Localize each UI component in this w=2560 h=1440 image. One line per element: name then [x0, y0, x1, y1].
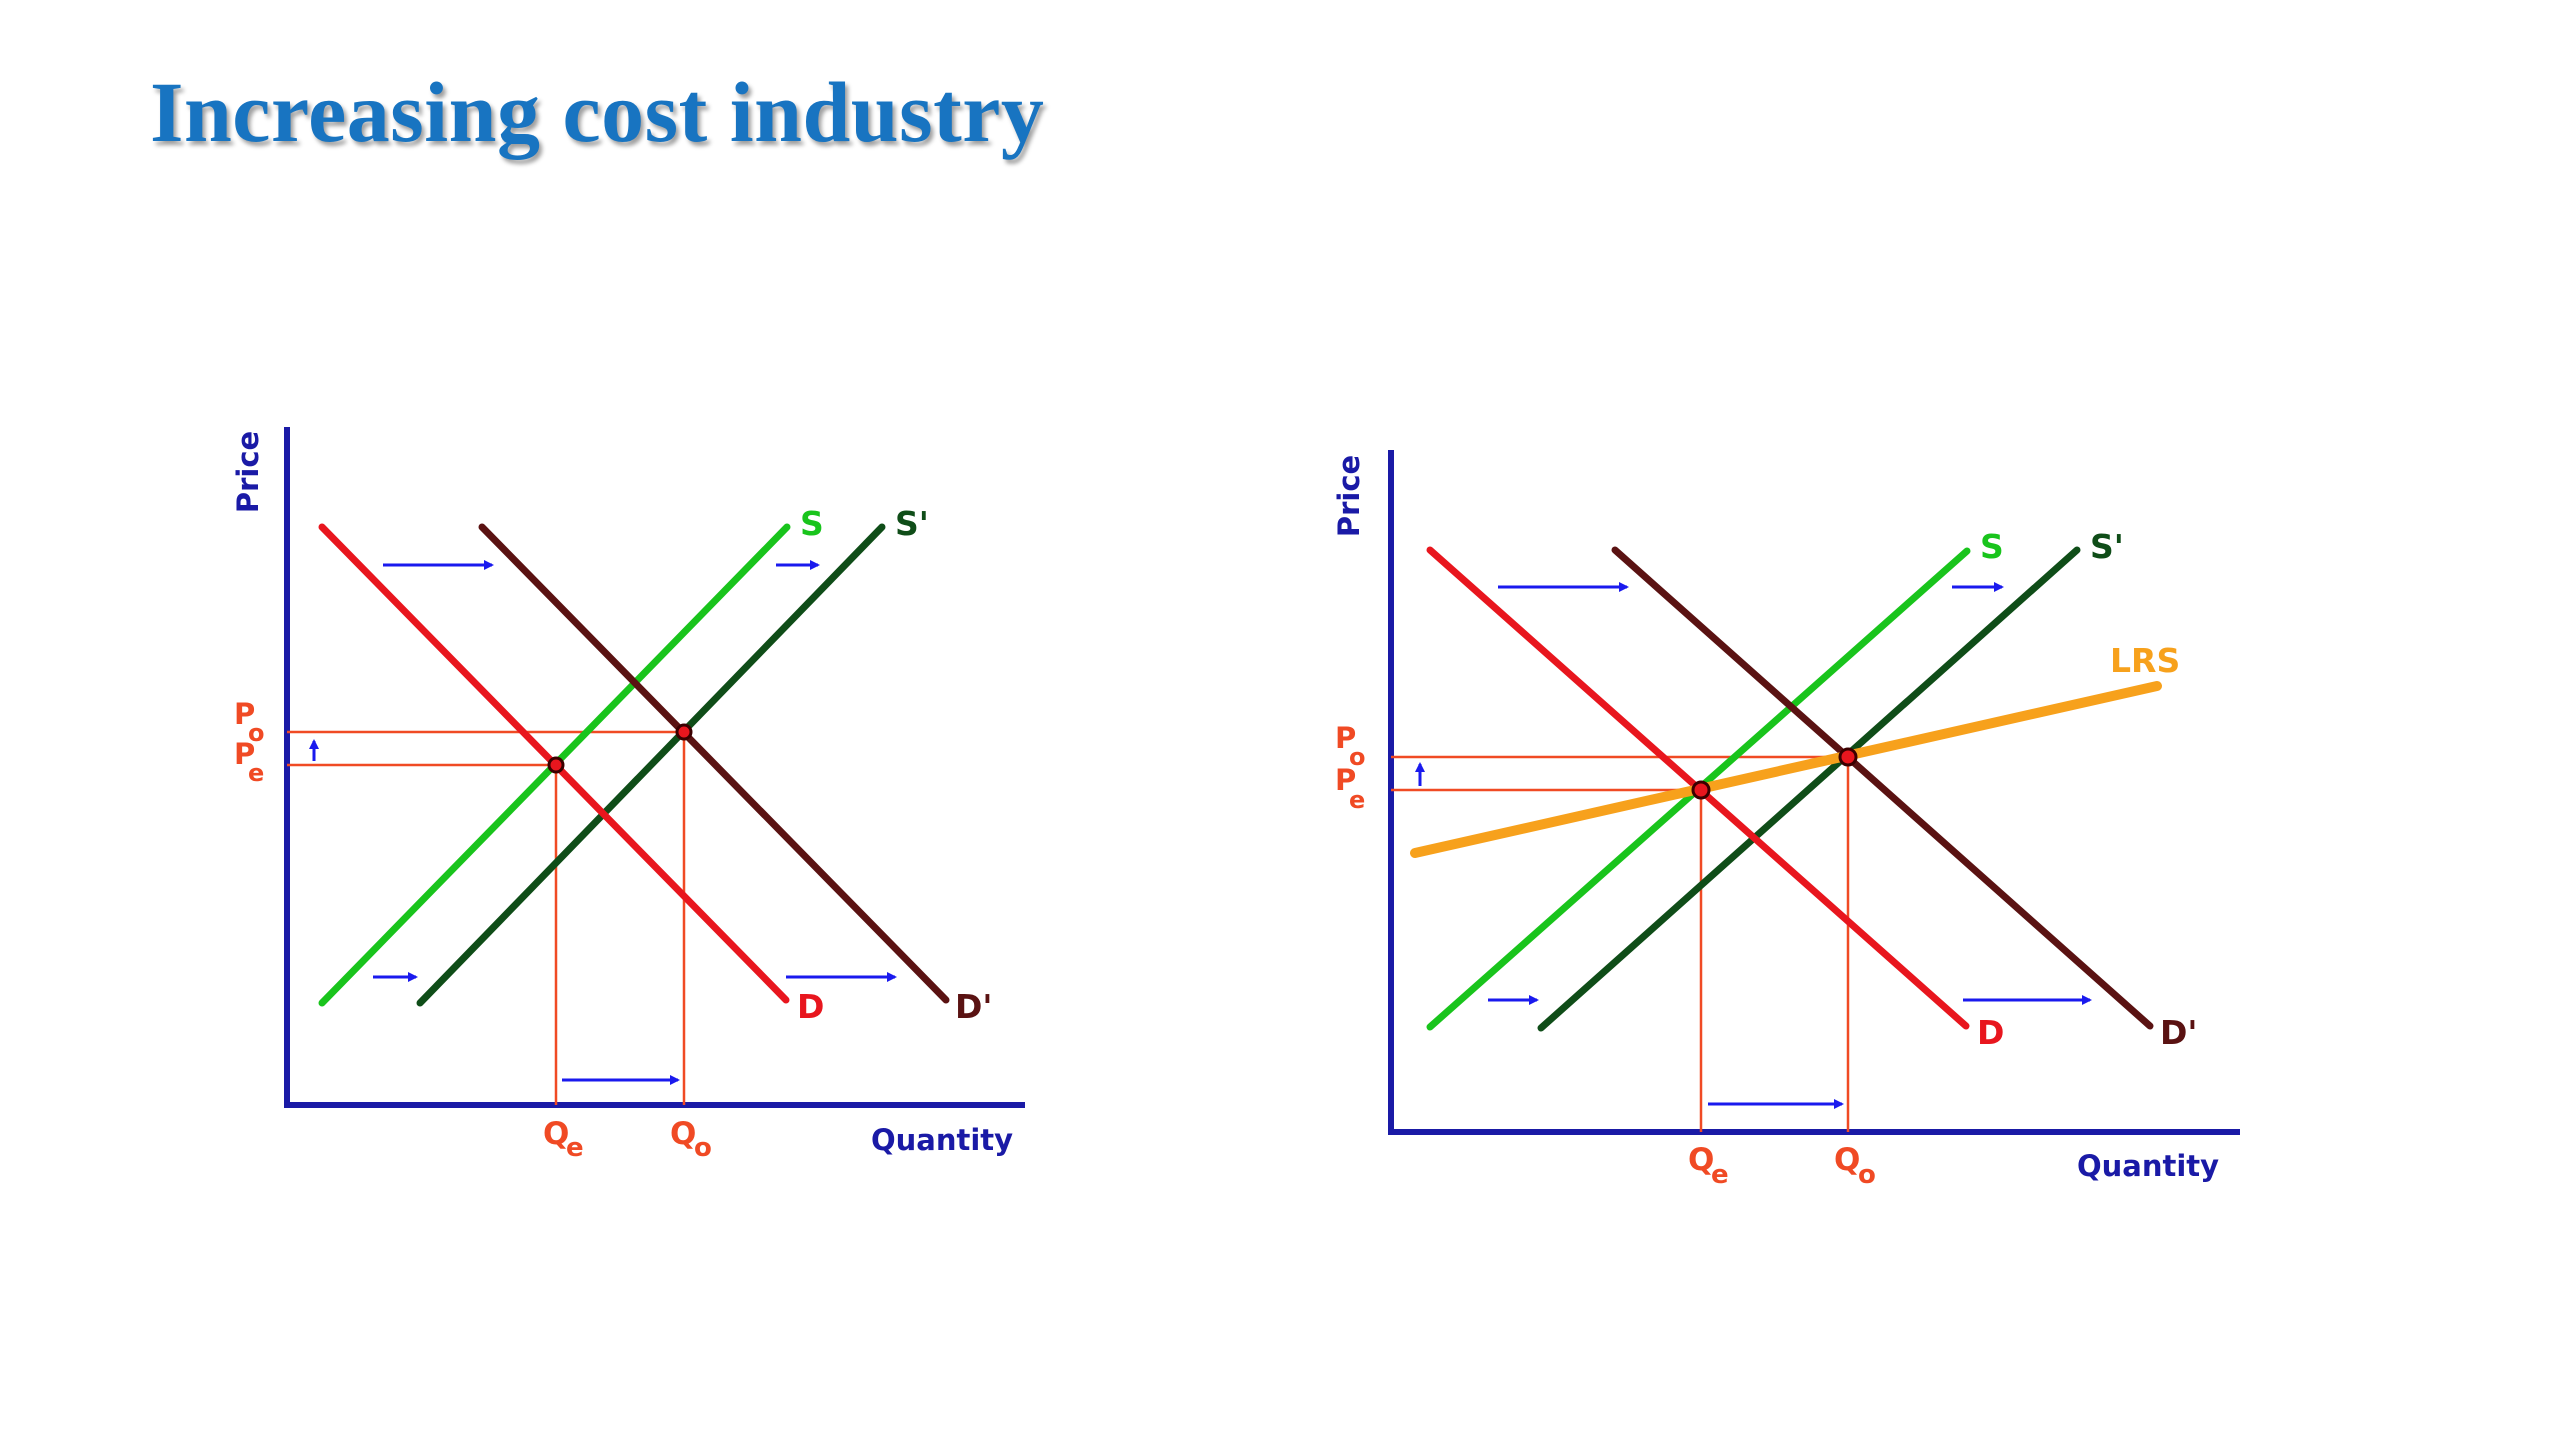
long-run-supply-label: LRS	[2110, 641, 2180, 680]
supply-label-s-shifted: S'	[2090, 527, 2124, 566]
quantity-label-q-original: Qo	[670, 1116, 712, 1163]
x-axis-label: Quantity	[871, 1123, 1013, 1157]
demand-label-d: D	[797, 987, 824, 1026]
supply-label-s: S	[1980, 527, 2004, 566]
guide-lines	[1391, 755, 1850, 1132]
quantity-label-q-equilibrium: Qe	[543, 1116, 584, 1163]
long-run-supply-curve	[1410, 681, 2162, 858]
equilibrium-point-shifted	[1838, 747, 1858, 767]
equilibrium-point-shifted	[675, 723, 693, 741]
demand-label-d: D	[1977, 1013, 2004, 1052]
demand-curve-d-shifted	[1611, 546, 2154, 1030]
demand-label-d-shifted: D'	[955, 987, 993, 1026]
demand-label-d-shifted: D'	[2160, 1013, 2198, 1052]
supply-label-s: S	[800, 504, 824, 543]
equilibrium-point-original	[547, 756, 565, 774]
supply-label-s-shifted: S'	[895, 504, 929, 543]
slide-title: Increasing cost industry	[150, 64, 1045, 160]
diagram-right: Price Quantity S S' LRS D D'	[1332, 450, 2240, 1190]
quantity-label-q-original: Qo	[1834, 1142, 1876, 1190]
supply-curve-s-shifted	[416, 523, 886, 1007]
equilibrium-point-original	[1691, 780, 1711, 800]
diagram-left: Price Quantity S S' D D'	[231, 427, 1025, 1163]
y-axis-label: Price	[1332, 455, 1366, 537]
supply-curve-s-shifted	[1537, 546, 2081, 1032]
shift-arrows	[309, 560, 897, 1085]
shift-arrows	[1415, 582, 2092, 1109]
guide-lines	[287, 730, 686, 1105]
quantity-label-q-equilibrium: Qe	[1688, 1142, 1729, 1190]
x-axis-label: Quantity	[2077, 1149, 2219, 1183]
y-axis-label: Price	[231, 431, 265, 513]
demand-curve-d-shifted	[478, 523, 950, 1004]
